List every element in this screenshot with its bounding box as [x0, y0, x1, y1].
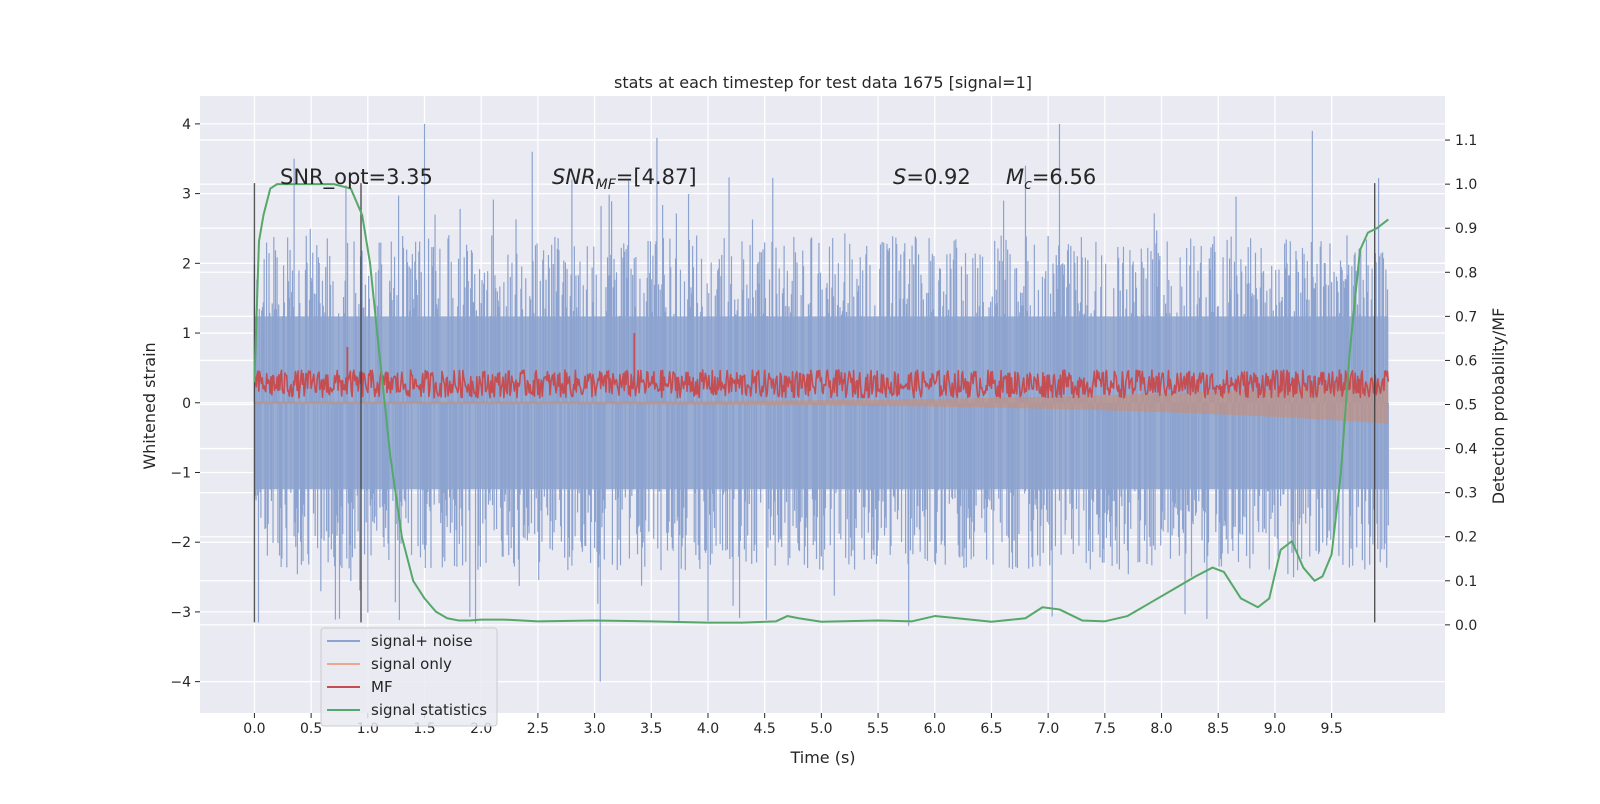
y-axis-label-right: Detection probability/MF: [1489, 308, 1508, 505]
legend-label-mf: MF: [371, 678, 393, 696]
chart-title: stats at each timestep for test data 167…: [614, 73, 1032, 92]
y-tick-label-right: 0.2: [1455, 530, 1477, 546]
y-tick-label-right: 0.4: [1455, 442, 1477, 458]
signal-noise-series: [253, 123, 1389, 682]
x-tick-label: 4.0: [697, 721, 719, 737]
y-tick-label-right: 1.0: [1455, 177, 1477, 193]
x-tick-label: 2.5: [527, 721, 549, 737]
y-tick-label-right: 0.8: [1455, 265, 1477, 281]
y-tick-label-left: −2: [170, 535, 191, 551]
y-tick-label-right: 0.3: [1455, 486, 1477, 502]
x-tick-label: 3.0: [583, 721, 605, 737]
y-tick-label-left: 0: [182, 396, 191, 412]
x-axis-label: Time (s): [789, 748, 855, 767]
vertical-markers: [253, 183, 1376, 623]
annotation-snr-mf-sub: MF: [596, 177, 617, 193]
x-tick-label: 8.0: [1150, 721, 1172, 737]
mf-line: [253, 369, 1390, 399]
annotation-mc: Mc=6.56: [1006, 165, 1096, 193]
x-tick-label: 9.0: [1264, 721, 1286, 737]
y-tick-label-left: 1: [182, 326, 191, 342]
y-tick-label-left: 3: [182, 187, 191, 203]
y-tick-label-left: 2: [182, 256, 191, 272]
annotation-snr-mf-value: =[4.87]: [616, 165, 697, 189]
x-tick-label: 6.0: [924, 721, 946, 737]
left-axis-ticks: 4 3 2 1 0 −1 −2 −3 −4: [170, 117, 200, 691]
y-tick-label-left: −3: [170, 605, 191, 621]
y-axis-label-left: Whitened strain: [140, 342, 159, 469]
x-tick-label: 4.5: [754, 721, 776, 737]
x-tick-label: 3.5: [640, 721, 662, 737]
y-tick-label-right: 0.6: [1455, 353, 1477, 369]
y-tick-label-left: 4: [182, 117, 191, 133]
y-tick-label-left: −4: [170, 675, 191, 691]
signal-only-series: [254, 381, 1389, 424]
annotation-s: S=0.92: [893, 165, 971, 189]
signal-statistics-series: [253, 183, 1389, 624]
annotation-mc-value: =6.56: [1032, 165, 1096, 189]
signal-only-line: [254, 381, 1389, 424]
mf-series: [253, 333, 1390, 399]
x-tick-label: 0.5: [300, 721, 322, 737]
x-tick-label: 8.5: [1207, 721, 1229, 737]
x-axis-ticks: 0.0 0.5 1.0 1.5 2.0 2.5 3.0 3.5 4.0 4.5 5.0 5.5 6.0 6…: [243, 713, 1343, 737]
x-tick-label: 0.0: [243, 721, 265, 737]
y-tick-label-right: 1.1: [1455, 133, 1477, 149]
x-tick-label: 9.5: [1320, 721, 1342, 737]
annotation-snr-mf-main: SNR: [552, 165, 596, 189]
annotation-s-value: =0.92: [906, 165, 970, 189]
x-tick-label: 6.5: [980, 721, 1002, 737]
x-tick-label: 7.5: [1094, 721, 1116, 737]
legend-label-signal-statistics: signal statistics: [371, 701, 487, 719]
annotation-mc-sub: c: [1024, 177, 1032, 193]
x-tick-label: 5.0: [810, 721, 832, 737]
y-tick-label-right: 0.5: [1455, 398, 1477, 414]
legend-label-signal-noise: signal+ noise: [371, 632, 473, 650]
signal-statistics-line: [253, 183, 1389, 624]
legend-box: [320, 627, 498, 727]
y-tick-label-right: 0.7: [1455, 309, 1477, 325]
annotation-snr-opt: SNR_opt=3.35: [280, 165, 433, 190]
y-tick-label-right: 0.9: [1455, 221, 1477, 237]
legend: signal+ noise signal only MF signal stat…: [320, 627, 498, 727]
y-tick-label-left: −1: [170, 465, 191, 481]
annotation-snr-mf: SNRMF=[4.87]: [552, 165, 697, 193]
right-axis-ticks: 1.1 1.0 0.9 0.8 0.7 0.6 0.5 0.4 0.3 0.2 0.1 0.0: [1445, 133, 1477, 634]
legend-label-signal-only: signal only: [371, 655, 452, 673]
plot-area: [253, 123, 1390, 682]
y-tick-label-right: 0.1: [1455, 574, 1477, 590]
annotation-s-main: S: [893, 165, 906, 189]
y-tick-label-right: 0.0: [1455, 618, 1477, 634]
x-tick-label: 5.5: [867, 721, 889, 737]
annotation-mc-main: M: [1006, 165, 1024, 189]
x-tick-label: 7.0: [1037, 721, 1059, 737]
